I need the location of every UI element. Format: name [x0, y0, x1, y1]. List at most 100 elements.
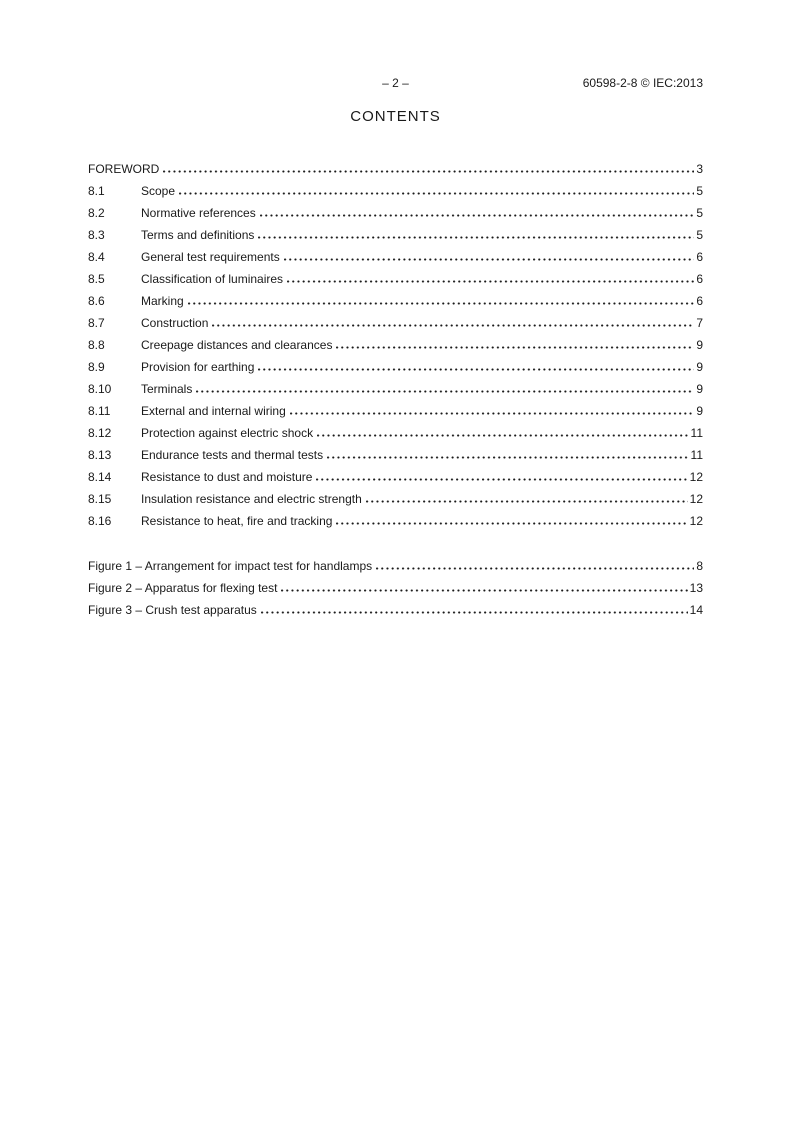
toc-entry-page: 5: [696, 206, 703, 220]
dot-leader: [260, 599, 688, 621]
dot-leader: [336, 510, 688, 532]
dot-leader: [187, 290, 695, 312]
toc-entry-number: 8.16: [88, 514, 112, 528]
toc-entry-title: Insulation resistance and electric stren…: [141, 492, 362, 506]
toc-entry-title: Marking: [141, 294, 184, 308]
toc-entry-page: 12: [689, 492, 703, 506]
page-number-marker: – 2 –: [382, 76, 409, 90]
toc-entry: 8.11 External and internal wiring 9: [88, 400, 703, 422]
toc-entry-number: 8.11: [88, 404, 111, 418]
toc-entry: 8.1 Scope 5: [88, 180, 703, 202]
toc-entry: 8.16 Resistance to heat, fire and tracki…: [88, 510, 703, 532]
dot-leader: [258, 224, 695, 246]
dot-leader: [196, 378, 695, 400]
toc-entry-page: 11: [690, 448, 703, 462]
toc-entry-page: 14: [689, 603, 703, 617]
toc-entry-page: 6: [696, 272, 703, 286]
toc-entry-title: Endurance tests and thermal tests: [141, 448, 324, 462]
dot-leader: [289, 400, 695, 422]
toc-entry-number: 8.15: [88, 492, 112, 506]
dot-leader: [376, 555, 695, 577]
toc-entry-page: 7: [696, 316, 703, 330]
toc-entry: 8.10 Terminals 9: [88, 378, 703, 400]
toc-entry-title: Terms and definitions: [141, 228, 255, 242]
toc-entry-page: 9: [696, 338, 703, 352]
toc-entry: 8.12 Protection against electric shock 1…: [88, 422, 703, 444]
toc-entry-page: 6: [696, 294, 703, 308]
toc-entry-number: 8.1: [88, 184, 105, 198]
toc-entry-page: 11: [690, 426, 703, 440]
toc-entry-title: Provision for earthing: [141, 360, 255, 374]
toc-entry-number: 8.7: [88, 316, 105, 330]
toc-entry-title: Resistance to dust and moisture: [141, 470, 313, 484]
toc-entry-page: 13: [689, 581, 703, 595]
toc-entry: 8.3 Terms and definitions 5: [88, 224, 703, 246]
toc-entry-page: 6: [696, 250, 703, 264]
toc-entry-page: 8: [696, 559, 703, 573]
dot-leader: [317, 422, 689, 444]
toc-figure-list: Figure 1 – Arrangement for impact test f…: [88, 555, 703, 621]
dot-leader: [163, 158, 695, 180]
toc-entry: Figure 1 – Arrangement for impact test f…: [88, 555, 703, 577]
toc-entry-title: Construction: [141, 316, 209, 330]
toc-entry-page: 9: [696, 404, 703, 418]
toc-entry-page: 9: [696, 382, 703, 396]
dot-leader: [281, 577, 688, 599]
toc-entry-page: 3: [696, 162, 703, 176]
toc-entry: 8.13 Endurance tests and thermal tests 1…: [88, 444, 703, 466]
toc-entry-number: 8.9: [88, 360, 105, 374]
toc-entry-number: 8.2: [88, 206, 105, 220]
toc-section-list: FOREWORD 3 8.1 Scope 5 8.2 Normative ref…: [88, 158, 703, 532]
toc-entry-number: 8.6: [88, 294, 105, 308]
toc-entry-page: 5: [696, 184, 703, 198]
dot-leader: [287, 268, 695, 290]
page-header: – 2 – 60598-2-8 © IEC:2013: [88, 76, 703, 92]
dot-leader: [259, 202, 695, 224]
dot-leader: [327, 444, 689, 466]
toc-entry-title: Figure 1 – Arrangement for impact test f…: [88, 559, 373, 573]
toc-entry: 8.7 Construction 7: [88, 312, 703, 334]
toc-entry-title: Terminals: [141, 382, 193, 396]
toc-entry: Figure 3 – Crush test apparatus 14: [88, 599, 703, 621]
dot-leader: [179, 180, 695, 202]
toc-entry: 8.5 Classification of luminaires 6: [88, 268, 703, 290]
toc-entry-title: General test requirements: [141, 250, 280, 264]
toc-entry-page: 12: [689, 514, 703, 528]
toc-entry-title: Figure 2 – Apparatus for flexing test: [88, 581, 278, 595]
toc-entry-title: Normative references: [141, 206, 256, 220]
toc-entry-title: Creepage distances and clearances: [141, 338, 333, 352]
toc-entry: 8.6 Marking 6: [88, 290, 703, 312]
toc-entry: 8.15 Insulation resistance and electric …: [88, 488, 703, 510]
toc-entry-page: 12: [689, 470, 703, 484]
dot-leader: [365, 488, 688, 510]
dot-leader: [316, 466, 688, 488]
toc-entry-number: 8.8: [88, 338, 105, 352]
toc-entry-number: 8.12: [88, 426, 112, 440]
toc-entry-number: 8.13: [88, 448, 112, 462]
contents-heading: CONTENTS: [350, 108, 441, 125]
document-reference: 60598-2-8 © IEC:2013: [582, 76, 703, 90]
toc-entry-number: 8.5: [88, 272, 105, 286]
toc-entry: Figure 2 – Apparatus for flexing test 13: [88, 577, 703, 599]
toc-entry-title: Resistance to heat, fire and tracking: [141, 514, 333, 528]
toc-entry-number: 8.10: [88, 382, 112, 396]
toc-entry: FOREWORD 3: [88, 158, 703, 180]
toc-entry-title: FOREWORD: [88, 162, 160, 176]
toc-entry: 8.8 Creepage distances and clearances 9: [88, 334, 703, 356]
toc-entry-title: Figure 3 – Crush test apparatus: [88, 603, 257, 617]
toc-entry-number: 8.3: [88, 228, 105, 242]
dot-leader: [212, 312, 695, 334]
toc-entry-title: External and internal wiring: [141, 404, 286, 418]
toc-entry: 8.2 Normative references 5: [88, 202, 703, 224]
toc-entry-page: 5: [696, 228, 703, 242]
toc-entry-title: Classification of luminaires: [141, 272, 284, 286]
dot-leader: [283, 246, 695, 268]
toc-entry-title: Protection against electric shock: [141, 426, 314, 440]
dot-leader: [258, 356, 695, 378]
toc-entry: 8.4 General test requirements 6: [88, 246, 703, 268]
dot-leader: [336, 334, 695, 356]
toc-entry-title: Scope: [141, 184, 176, 198]
toc-entry: 8.9 Provision for earthing 9: [88, 356, 703, 378]
toc-entry: 8.14 Resistance to dust and moisture 12: [88, 466, 703, 488]
